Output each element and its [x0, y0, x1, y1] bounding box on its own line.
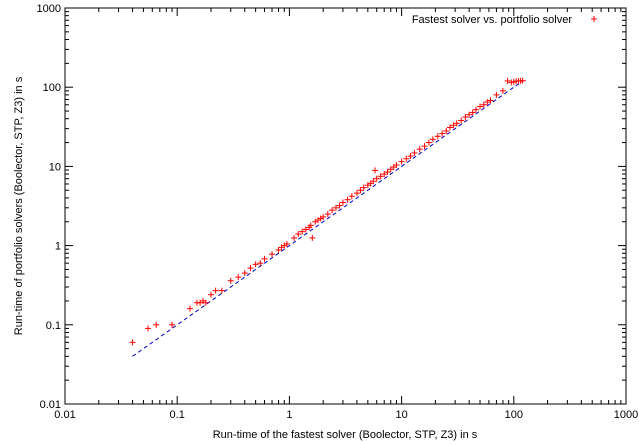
y-tick-label: 0.1	[46, 320, 61, 332]
data-point	[275, 246, 282, 253]
data-point	[416, 146, 423, 153]
data-point	[329, 207, 336, 214]
x-axis-ticks: 0.01 0.1 1 10 100 1000	[54, 8, 638, 421]
data-point	[252, 261, 259, 268]
data-point	[344, 196, 351, 203]
data-point	[153, 321, 160, 328]
plot-frame	[64, 7, 627, 405]
data-point	[425, 139, 432, 146]
data-point	[336, 202, 343, 209]
data-point	[207, 291, 214, 298]
data-point	[257, 260, 264, 267]
data-point	[241, 270, 248, 277]
y-tick-label: 0.01	[40, 399, 61, 411]
data-point	[439, 130, 446, 137]
x-tick-label: 10	[395, 409, 407, 421]
data-point	[493, 91, 500, 98]
reference-line-group	[132, 80, 523, 357]
data-point	[373, 175, 380, 182]
data-point	[129, 339, 136, 346]
data-point	[360, 184, 367, 191]
data-point	[472, 106, 479, 113]
data-point	[283, 240, 290, 247]
data-point	[261, 255, 268, 262]
data-point	[370, 178, 377, 185]
data-point	[212, 287, 219, 294]
y-tick-label: 1000	[37, 3, 61, 15]
data-point	[320, 213, 327, 220]
data-point	[307, 222, 314, 229]
data-point	[353, 190, 360, 197]
data-point	[269, 251, 276, 258]
x-axis-label: Run-time of the fastest solver (Boolecto…	[213, 429, 478, 441]
data-point	[407, 153, 414, 160]
data-point	[357, 187, 364, 194]
data-point	[202, 299, 209, 306]
data-point	[302, 226, 309, 233]
data-point	[421, 143, 428, 150]
y-tick-label: 1	[55, 241, 61, 253]
legend-marker	[591, 16, 597, 22]
reference-line	[132, 80, 523, 357]
x-tick-label: 0.1	[170, 409, 185, 421]
data-point	[480, 101, 487, 108]
data-point	[372, 167, 379, 174]
data-point	[453, 120, 460, 127]
x-tick-label: 100	[505, 409, 523, 421]
data-point	[458, 117, 465, 124]
data-point	[348, 193, 355, 200]
data-point	[411, 149, 418, 156]
x-tick-label: 1	[286, 409, 292, 421]
y-axis-ticks: 0.01 0.1 1 10 100 1000	[37, 3, 626, 411]
data-point	[443, 127, 450, 134]
data-point	[145, 325, 152, 332]
legend-marker-plus	[591, 16, 597, 22]
data-point	[384, 168, 391, 175]
data-point	[477, 103, 484, 110]
data-point	[484, 99, 491, 106]
data-point	[377, 173, 384, 180]
data-point	[504, 77, 511, 84]
data-point	[519, 77, 526, 84]
x-tick-label: 0.01	[54, 409, 75, 421]
data-point	[324, 211, 331, 218]
x-tick-label: 1000	[614, 409, 638, 421]
data-point	[291, 234, 298, 241]
legend: Fastest solver vs. portfolio solver	[412, 14, 597, 26]
data-point	[403, 155, 410, 162]
data-point	[299, 228, 306, 235]
data-point	[434, 133, 441, 140]
data-point	[499, 87, 506, 94]
data-point	[450, 122, 457, 129]
y-tick-label: 100	[43, 82, 61, 94]
data-point	[332, 204, 339, 211]
data-point	[186, 305, 193, 312]
data-point	[169, 321, 176, 328]
data-point	[218, 287, 225, 294]
data-point	[446, 124, 453, 131]
data-point	[295, 231, 302, 238]
data-points	[129, 77, 526, 346]
y-axis-label: Run-time of portfolio solvers (Boolector…	[13, 76, 25, 335]
data-point	[247, 265, 254, 272]
data-point	[469, 109, 476, 116]
data-point	[398, 158, 405, 165]
data-point	[227, 277, 234, 284]
data-point	[393, 162, 400, 169]
data-point	[309, 234, 316, 241]
data-point	[381, 171, 388, 178]
data-point	[487, 97, 494, 104]
legend-label: Fastest solver vs. portfolio solver	[412, 14, 573, 26]
data-point	[429, 136, 436, 143]
y-tick-label: 10	[49, 161, 61, 173]
data-point	[462, 114, 469, 121]
data-point	[235, 274, 242, 281]
data-point	[466, 111, 473, 118]
data-point	[339, 199, 346, 206]
